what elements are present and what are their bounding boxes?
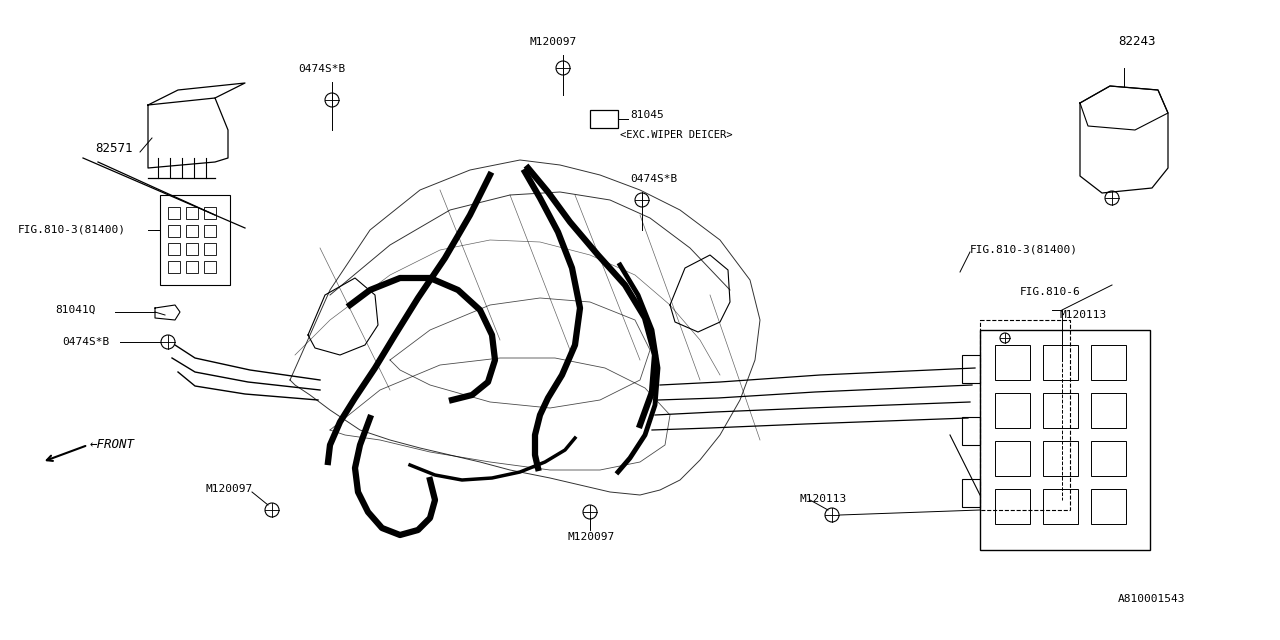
Bar	[995, 393, 1030, 428]
Text: 81045: 81045	[630, 110, 664, 120]
Bar	[1043, 345, 1078, 380]
Bar	[168, 207, 180, 219]
Bar	[186, 243, 198, 255]
Bar	[1043, 489, 1078, 524]
Text: FIG.810-6: FIG.810-6	[1020, 287, 1080, 297]
Bar	[1091, 393, 1126, 428]
Bar	[204, 261, 216, 273]
Bar	[204, 243, 216, 255]
Bar	[980, 330, 1149, 550]
Bar	[1091, 345, 1126, 380]
Bar	[963, 479, 980, 507]
Bar	[963, 355, 980, 383]
Bar	[204, 225, 216, 237]
Bar	[995, 345, 1030, 380]
Bar	[995, 441, 1030, 476]
Bar	[1043, 393, 1078, 428]
Bar	[980, 320, 1070, 510]
Text: A810001543: A810001543	[1117, 594, 1185, 604]
Text: 0474S*B: 0474S*B	[61, 337, 109, 347]
Text: <EXC.WIPER DEICER>: <EXC.WIPER DEICER>	[620, 130, 732, 140]
Bar	[160, 195, 230, 285]
Bar	[168, 243, 180, 255]
Bar	[995, 489, 1030, 524]
Text: 0474S*B: 0474S*B	[630, 174, 677, 184]
Bar	[590, 110, 618, 128]
Text: 82571: 82571	[95, 142, 133, 155]
Bar	[186, 261, 198, 273]
Bar	[1091, 441, 1126, 476]
Text: 0474S*B: 0474S*B	[298, 64, 346, 74]
Text: ←FRONT: ←FRONT	[90, 438, 134, 451]
Text: M120097: M120097	[568, 532, 616, 542]
Bar	[204, 207, 216, 219]
Bar	[1043, 441, 1078, 476]
Bar	[1091, 489, 1126, 524]
Text: M120097: M120097	[530, 37, 577, 47]
Text: 82243: 82243	[1117, 35, 1156, 48]
Text: FIG.810-3(81400): FIG.810-3(81400)	[18, 225, 125, 235]
Text: 81041Q: 81041Q	[55, 305, 96, 315]
Bar	[186, 207, 198, 219]
Text: M120113: M120113	[1060, 310, 1107, 320]
Text: M120097: M120097	[205, 484, 252, 494]
Bar	[963, 417, 980, 445]
Bar	[168, 225, 180, 237]
Bar	[186, 225, 198, 237]
Bar	[168, 261, 180, 273]
Text: FIG.810-3(81400): FIG.810-3(81400)	[970, 244, 1078, 254]
Text: M120113: M120113	[800, 494, 847, 504]
